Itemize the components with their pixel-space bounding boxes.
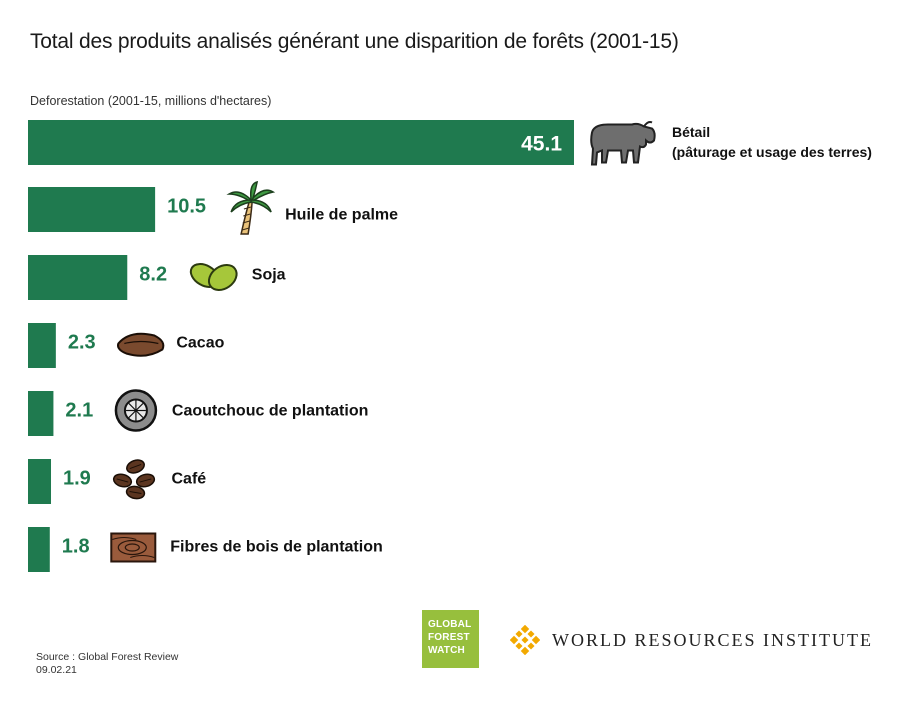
source-note: Source : Global Forest Review 09.02.21 <box>36 651 178 677</box>
category-label: Huile de palme <box>285 207 398 224</box>
world-resources-institute-logo: WORLD RESOURCES INSTITUTE <box>510 625 873 655</box>
logo-text-line: FOREST <box>428 632 470 643</box>
category-label: Bétail <box>672 124 710 140</box>
date-line: 09.02.21 <box>36 664 77 676</box>
data-label: 1.9 <box>63 468 91 490</box>
palm-tree-icon <box>226 180 276 235</box>
bar <box>28 255 128 300</box>
category-label: Café <box>172 471 207 488</box>
category-label-detail: (pâturage et usage des terres) <box>672 144 872 160</box>
category-label: Soja <box>252 267 286 284</box>
bar-chart: 45.1 Bétail (pâturage et usage des terres)… <box>28 120 872 572</box>
coffee-beans-icon <box>112 459 156 500</box>
data-label: 8.2 <box>139 264 167 286</box>
chart-title: Total des produits analisés générant une… <box>30 30 679 53</box>
data-label: 2.3 <box>68 332 96 354</box>
wood-fiber-icon <box>110 532 157 563</box>
logo-text-line: GLOBAL <box>428 619 472 630</box>
bar <box>28 527 50 572</box>
soybean-icon <box>189 263 238 291</box>
wri-emblem-icon <box>510 625 540 655</box>
rubber-tire-icon <box>114 389 158 432</box>
data-label: 10.5 <box>167 196 206 218</box>
bar <box>28 120 574 165</box>
bar <box>28 391 54 436</box>
data-label: 45.1 <box>521 133 562 156</box>
global-forest-watch-logo: GLOBAL FOREST WATCH <box>422 610 479 668</box>
category-label: Cacao <box>176 335 224 352</box>
bar <box>28 323 56 368</box>
wri-wordmark: WORLD RESOURCES INSTITUTE <box>552 629 873 650</box>
bar <box>28 187 156 232</box>
cattle-icon <box>590 121 656 166</box>
cocoa-pod-icon <box>117 332 165 357</box>
category-label: Caoutchouc de plantation <box>172 403 368 420</box>
axis-label: Deforestation (2001-15, millions d'hecta… <box>30 94 272 108</box>
category-label: Fibres de bois de plantation <box>170 539 382 556</box>
bar <box>28 459 52 504</box>
data-label: 2.1 <box>65 400 93 422</box>
source-line: Source : Global Forest Review <box>36 651 179 663</box>
logo-text-line: WATCH <box>428 645 465 656</box>
data-label: 1.8 <box>62 536 90 558</box>
